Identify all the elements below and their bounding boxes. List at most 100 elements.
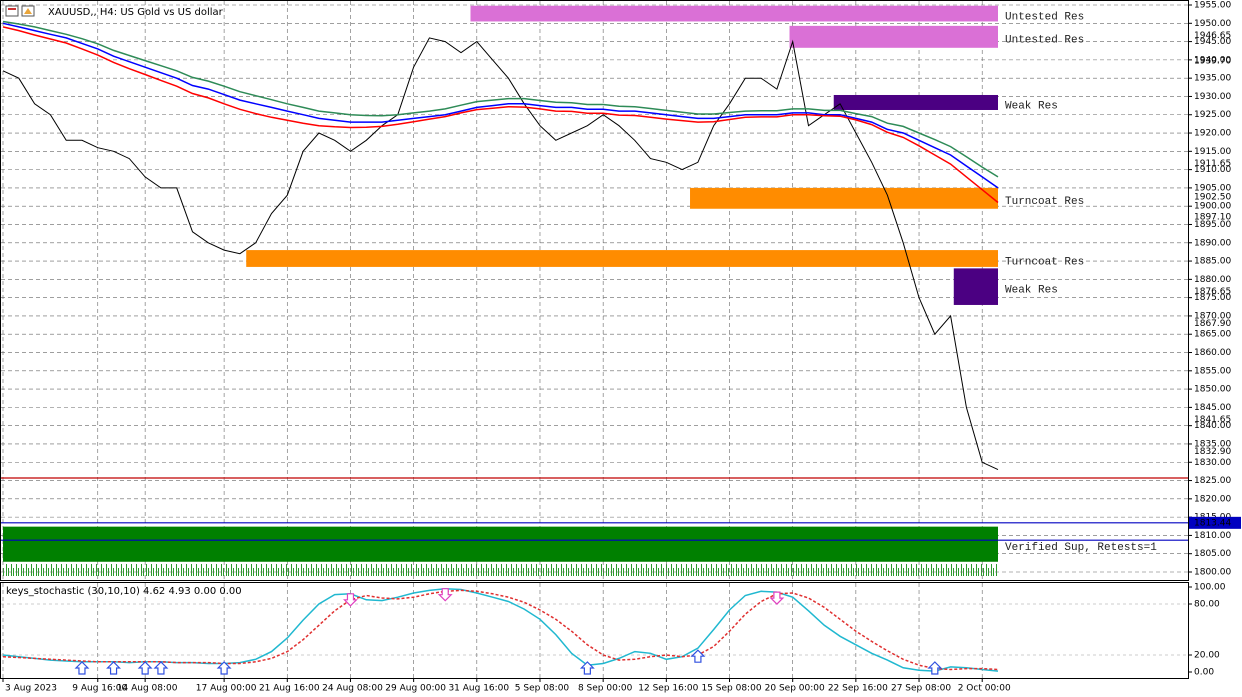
- y-tick-label: 1905.00: [1194, 183, 1231, 193]
- zone-label: Turncoat Res: [1005, 256, 1084, 268]
- zone-label: Weak Res: [1005, 285, 1058, 297]
- y-tick-label: 1825.00: [1194, 476, 1231, 486]
- y-tick-label: 1950.00: [1194, 19, 1231, 29]
- buy-arrow: [579, 661, 595, 675]
- zone: [3, 526, 998, 562]
- price-marker-label: 1832.90: [1194, 447, 1231, 457]
- y-tick-label: 1900.00: [1194, 202, 1231, 212]
- x-tick-label: 27 Sep 08:00: [891, 684, 951, 694]
- y-tick-label: 1910.00: [1194, 165, 1231, 175]
- zone: [690, 187, 998, 209]
- y-tick-label: 20.00: [1194, 651, 1220, 661]
- x-tick-label: 12 Sep 16:00: [638, 684, 698, 694]
- zone-label: Weak Res: [1005, 100, 1058, 112]
- price-marker-label: 1841.65: [1194, 415, 1231, 425]
- buy-arrow: [216, 661, 232, 675]
- y-tick-label: 1835.00: [1194, 439, 1231, 449]
- y-tick-label: 1940.00: [1194, 55, 1231, 65]
- zone-label: Untested Res: [1005, 12, 1084, 24]
- icon: [8, 8, 16, 10]
- zone-label: Verified Sup, Retests=1: [1005, 542, 1157, 554]
- price-frame: [0, 0, 1189, 581]
- y-tick-label: 1810.00: [1194, 531, 1231, 541]
- title-icons: [5, 5, 35, 17]
- price-marker-label: 1939.70: [1194, 56, 1231, 66]
- price-marker-label: 1867.90: [1194, 319, 1231, 329]
- y-tick-label: 1870.00: [1194, 311, 1231, 321]
- price-marker-label: 1897.10: [1194, 212, 1231, 222]
- icon: [5, 5, 19, 17]
- y-tick-label: 1840.00: [1194, 421, 1231, 431]
- zone: [246, 250, 998, 267]
- zone: [833, 94, 998, 110]
- y-tick-label: 1880.00: [1194, 275, 1231, 285]
- y-tick-label: 100.00: [1194, 583, 1226, 593]
- buy-arrow: [690, 649, 706, 663]
- y-tick-label: 1855.00: [1194, 366, 1231, 376]
- price-marker-label: 1911.65: [1194, 159, 1231, 169]
- y-tick-label: 80.00: [1194, 600, 1220, 610]
- y-tick-label: 1850.00: [1194, 385, 1231, 395]
- zone: [470, 5, 998, 22]
- y-tick-label: 1945.00: [1194, 37, 1231, 47]
- sell-arrow: [437, 588, 453, 602]
- volume-strip: [3, 563, 998, 579]
- y-tick-label: 1830.00: [1194, 458, 1231, 468]
- series-line: [2, 589, 999, 671]
- price-panel: [0, 0, 1189, 581]
- x-tick-label: 2 Oct 00:00: [958, 684, 1011, 694]
- series-line: [2, 22, 999, 189]
- y-tick-label: 1890.00: [1194, 238, 1231, 248]
- buy-arrow: [153, 661, 169, 675]
- y-tick-label: 1955.00: [1194, 1, 1231, 11]
- price-marker-label: 1946.65: [1194, 31, 1231, 41]
- y-tick-label: 1920.00: [1194, 129, 1231, 139]
- y-tick-label: 1915.00: [1194, 147, 1231, 157]
- series-line: [2, 20, 999, 178]
- y-tick-label: 1885.00: [1194, 257, 1231, 267]
- chart-title: XAUUSD,, H4: US Gold vs US dollar: [48, 7, 224, 18]
- x-tick-label: 17 Aug 00:00: [196, 684, 257, 694]
- x-tick-label: 9 Aug 16:00: [72, 684, 127, 694]
- y-tick-label: 1930.00: [1194, 92, 1231, 102]
- zone: [789, 25, 998, 48]
- sell-arrow: [343, 593, 358, 607]
- stochastic-frame: [0, 582, 1189, 679]
- price-tag-label: 1813.44: [1194, 518, 1231, 528]
- x-tick-label: 15 Sep 08:00: [701, 684, 761, 694]
- y-tick-label: 1805.00: [1194, 549, 1231, 559]
- zone-label: Turncoat Res: [1005, 196, 1084, 208]
- buy-arrow: [106, 661, 122, 675]
- x-tick-label: 5 Sep 08:00: [515, 684, 570, 694]
- y-tick-label: 1865.00: [1194, 330, 1231, 340]
- price-tag: [1189, 516, 1241, 529]
- x-tick-label: 24 Aug 08:00: [322, 684, 383, 694]
- x-tick-label: 20 Sep 00:00: [765, 684, 825, 694]
- x-tick-label: 14 Aug 08:00: [117, 684, 178, 694]
- icon: [24, 8, 32, 14]
- y-tick-label: 1895.00: [1194, 220, 1231, 230]
- x-tick-label: 31 Aug 16:00: [448, 684, 509, 694]
- y-tick-label: 0.00: [1194, 668, 1214, 678]
- price-marker-label: 1902.50: [1194, 193, 1231, 203]
- y-tick-label: 1820.00: [1194, 494, 1231, 504]
- y-tick-label: 1875.00: [1194, 293, 1231, 303]
- indicator-title: keys_stochastic (30,10,10) 4.62 4.93 0.0…: [6, 586, 242, 597]
- y-tick-label: 1935.00: [1194, 74, 1231, 84]
- x-tick-label: 22 Sep 16:00: [828, 684, 888, 694]
- zone-label: Untested Res: [1005, 35, 1084, 47]
- x-tick-label: 8 Sep 00:00: [578, 684, 633, 694]
- x-tick-label: 3 Aug 2023: [5, 684, 57, 694]
- y-tick-label: 1800.00: [1194, 568, 1231, 578]
- series-line: [2, 26, 999, 204]
- stochastic-panel: [0, 582, 1189, 679]
- x-tick-label: 29 Aug 00:00: [385, 684, 446, 694]
- x-tick-label: 21 Aug 16:00: [259, 684, 320, 694]
- price-marker-label: 1876.65: [1194, 287, 1231, 297]
- buy-arrow: [137, 661, 153, 675]
- zone: [953, 268, 998, 305]
- y-tick-label: 1845.00: [1194, 403, 1231, 413]
- buy-arrow: [74, 661, 90, 675]
- y-tick-label: 1925.00: [1194, 110, 1231, 120]
